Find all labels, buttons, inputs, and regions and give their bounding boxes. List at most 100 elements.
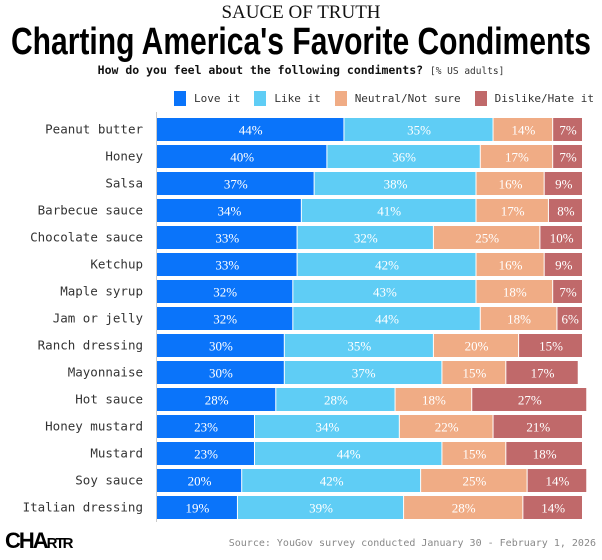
bar-segment bbox=[527, 469, 587, 492]
category-label: Soy sauce bbox=[75, 473, 143, 488]
bar-segment bbox=[157, 361, 284, 384]
data-label: 38% bbox=[384, 177, 408, 192]
subtitle-unit: [% US adults] bbox=[430, 66, 505, 77]
data-label: 33% bbox=[215, 231, 239, 246]
data-label: 23% bbox=[194, 447, 218, 462]
data-label: 44% bbox=[375, 312, 399, 327]
bar-segment bbox=[506, 442, 582, 465]
data-label: 17% bbox=[531, 366, 555, 381]
data-label: 17% bbox=[505, 150, 529, 165]
bar-segment bbox=[157, 388, 276, 411]
data-label: 16% bbox=[499, 177, 523, 192]
legend-swatch bbox=[254, 91, 267, 106]
data-label: 8% bbox=[557, 204, 575, 219]
category-label: Ketchup bbox=[90, 257, 143, 272]
bar-segment bbox=[421, 469, 527, 492]
data-label: 35% bbox=[347, 339, 371, 354]
bar-segment bbox=[472, 388, 587, 411]
data-label: 19% bbox=[186, 501, 210, 516]
subtitle: How do you feel about the following cond… bbox=[0, 63, 602, 79]
category-label: Hot sauce bbox=[75, 392, 143, 407]
bar-segment bbox=[237, 496, 404, 519]
bar-segment bbox=[157, 415, 254, 438]
data-label: 7% bbox=[559, 150, 577, 165]
bar-segment bbox=[544, 172, 582, 195]
data-label: 18% bbox=[507, 312, 531, 327]
bar-segment bbox=[476, 253, 544, 276]
data-label: 20% bbox=[188, 474, 212, 489]
legend-label: Neutral/Not sure bbox=[354, 92, 461, 105]
data-label: 39% bbox=[309, 501, 333, 516]
bar-segment bbox=[276, 388, 395, 411]
bar-segment bbox=[442, 361, 506, 384]
bar-segment bbox=[284, 334, 433, 357]
data-label: 30% bbox=[209, 366, 233, 381]
category-label: Jam or jelly bbox=[53, 311, 144, 326]
bar-segment bbox=[523, 496, 582, 519]
legend-item: Neutral/Not sure bbox=[334, 91, 461, 106]
data-label: 32% bbox=[213, 312, 237, 327]
data-label: 14% bbox=[511, 123, 535, 138]
data-label: 7% bbox=[559, 123, 577, 138]
bar-segment bbox=[297, 226, 433, 249]
bar-segment bbox=[293, 280, 476, 303]
bar-segment bbox=[506, 361, 578, 384]
bar-segment bbox=[480, 307, 557, 330]
bar-segment bbox=[254, 442, 442, 465]
category-label: Honey mustard bbox=[45, 419, 143, 434]
data-label: 41% bbox=[377, 204, 401, 219]
data-label: 40% bbox=[230, 150, 254, 165]
bar-segment bbox=[544, 253, 582, 276]
data-label: 25% bbox=[462, 474, 486, 489]
data-label: 27% bbox=[518, 393, 542, 408]
data-label: 14% bbox=[541, 501, 565, 516]
data-label: 15% bbox=[539, 339, 563, 354]
data-label: 42% bbox=[375, 258, 399, 273]
data-label: 9% bbox=[555, 258, 573, 273]
bar-segment bbox=[433, 334, 519, 357]
data-label: 37% bbox=[224, 177, 248, 192]
data-label: 18% bbox=[503, 285, 527, 300]
legend-item: Love it bbox=[173, 91, 240, 106]
bar-segment bbox=[493, 415, 582, 438]
bar-segment bbox=[157, 307, 293, 330]
bar-segment bbox=[157, 118, 344, 141]
bar-segment bbox=[480, 145, 553, 168]
category-label: Chocolate sauce bbox=[30, 230, 143, 245]
bar-segment bbox=[519, 334, 582, 357]
legend: Love it Like it Neutral/Not sure Dislike/Ha… bbox=[173, 91, 594, 106]
data-label: 6% bbox=[562, 312, 580, 327]
data-label: 34% bbox=[315, 420, 339, 435]
data-label: 33% bbox=[215, 258, 239, 273]
chart-title: Charting America's Favorite Condiments bbox=[11, 22, 591, 62]
data-label: 7% bbox=[559, 285, 577, 300]
legend-label: Like it bbox=[274, 92, 321, 105]
bar-segment bbox=[476, 199, 548, 222]
bar-segment bbox=[157, 496, 237, 519]
legend-item: Like it bbox=[254, 91, 321, 106]
kicker: SAUCE OF TRUTH bbox=[221, 2, 381, 23]
bar-segment bbox=[157, 172, 314, 195]
data-label: 22% bbox=[435, 420, 459, 435]
data-label: 20% bbox=[465, 339, 489, 354]
data-label: 23% bbox=[194, 420, 218, 435]
category-label: Salsa bbox=[105, 176, 143, 191]
legend-swatch bbox=[173, 91, 186, 106]
bar-segment bbox=[157, 442, 254, 465]
chart-title-wrapper: Charting America's Favorite Condiments bbox=[11, 22, 591, 62]
data-label: 44% bbox=[337, 447, 361, 462]
data-label: 21% bbox=[526, 420, 550, 435]
data-label: 18% bbox=[533, 447, 557, 462]
data-label: 30% bbox=[209, 339, 233, 354]
bar-segment bbox=[301, 199, 476, 222]
data-label: 43% bbox=[373, 285, 397, 300]
bar-segment bbox=[157, 469, 242, 492]
legend-item: Dislike/Hate it bbox=[474, 91, 594, 106]
bar-segment bbox=[553, 145, 582, 168]
bar-segment bbox=[553, 118, 582, 141]
bar-segment bbox=[476, 280, 553, 303]
data-label: 9% bbox=[555, 177, 573, 192]
bar-segment bbox=[540, 226, 582, 249]
